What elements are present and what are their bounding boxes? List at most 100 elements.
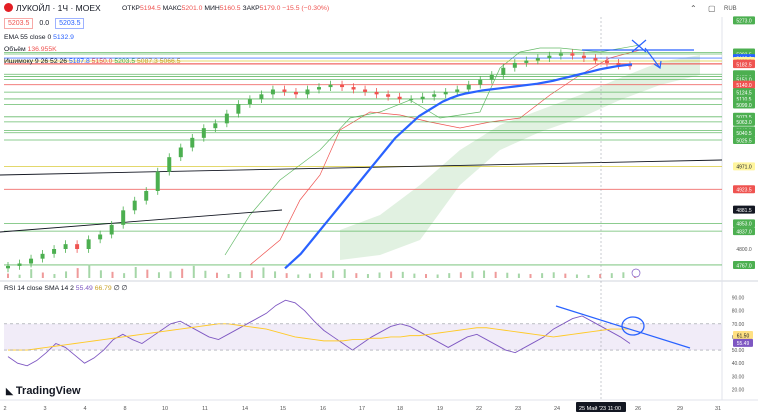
candle-body [558, 53, 563, 56]
candle-body [132, 200, 137, 211]
chevron-up-icon[interactable]: ⌃ [690, 4, 697, 13]
time-tick: 11 [202, 406, 208, 412]
volume-bar [134, 267, 137, 278]
candle-body [213, 123, 218, 129]
volume-bar [53, 274, 56, 278]
rsi-label: 61.50 [737, 333, 750, 339]
volume-bar [529, 274, 532, 278]
candle-body [397, 96, 402, 100]
rsi-tick: 80.00 [732, 309, 745, 315]
candle-body [98, 234, 103, 240]
candle-body [374, 91, 379, 95]
candle-body [29, 258, 34, 264]
tradingview-logo[interactable]: ◣ TradingView [6, 385, 81, 397]
sell-price[interactable]: 5203.5 [4, 18, 34, 29]
volume-legend[interactable]: Объём 136.955K [4, 46, 57, 53]
volume-bar [575, 274, 578, 278]
candle-body [489, 75, 494, 80]
axes: 5273.05206.55203.55195.05189.05183.55182… [3, 16, 755, 412]
volume-bar [227, 274, 230, 278]
rsi-tick: 20.00 [732, 387, 745, 393]
symbol-title[interactable]: ЛУКОЙЛ · 1Ч · MOEX [4, 3, 101, 13]
candle-body [178, 147, 183, 158]
time-tick: 29 [677, 406, 683, 412]
volume-bar [18, 274, 21, 278]
price-label-bg [733, 100, 755, 109]
candle-body [259, 94, 264, 100]
volume-bar [285, 273, 288, 278]
candle-body [75, 244, 80, 249]
crosshair-time-bg [576, 402, 626, 412]
time-tick: 15 [280, 406, 286, 412]
volume-bar [76, 268, 79, 278]
volume-bar [541, 273, 544, 278]
price-label-bg [733, 80, 755, 89]
volume-bar [262, 267, 265, 278]
tradingview-mark-icon: ◣ [6, 386, 13, 396]
time-tick: 17 [359, 406, 365, 412]
volume-bar [65, 271, 68, 278]
price-label-bg [733, 16, 755, 25]
volume-bar [552, 272, 555, 278]
rsi-tick: 70.00 [732, 322, 745, 328]
rsi-legend[interactable]: RSI 14 close SMA 14 2 55.49 66.79 ∅ ∅ [4, 285, 128, 292]
candle-body [109, 224, 114, 235]
volume-bar [123, 273, 126, 278]
header-bar: ЛУКОЙЛ · 1Ч · MOEX ОТКР5194.5 МАКС5201.0… [0, 0, 758, 16]
rsi-tick: 90.00 [732, 296, 745, 302]
time-tick: 22 [476, 406, 482, 412]
spread-value: 0.0 [39, 20, 50, 27]
currency-label[interactable]: RUB [724, 6, 737, 12]
trend-line [0, 159, 723, 176]
price-label: 5040.5 [736, 131, 752, 137]
volume-bar [41, 272, 44, 278]
volume-bar [88, 264, 91, 278]
price-label: 4853.0 [736, 222, 752, 228]
candle-body [6, 265, 10, 269]
ema-legend[interactable]: EMA 55 close 0 5132.9 [4, 34, 74, 41]
candle-body [155, 171, 160, 191]
volume-bar [436, 274, 439, 278]
volume-bar [506, 272, 509, 278]
candle-body [63, 244, 68, 249]
price-label-bg [733, 185, 755, 194]
rsi-label-bg [733, 338, 753, 347]
volume-bar [459, 272, 462, 278]
volume-bar [401, 271, 404, 278]
volume-bar [610, 273, 613, 278]
candle-body [270, 89, 275, 95]
buy-price[interactable]: 5203.5 [55, 18, 85, 29]
bid-ask-row: 5203.5 0.0 5203.5 [4, 18, 88, 29]
price-label: 5025.5 [736, 138, 752, 144]
candle-body [443, 91, 448, 95]
candle-body [409, 99, 414, 101]
price-label: 5182.5 [736, 62, 752, 68]
price-label: 4881.5 [736, 208, 752, 214]
candle-body [167, 157, 172, 172]
ichimoku-legend[interactable]: Ишимоку 9 26 52 26 5187.8 5150.0 5203.5 … [4, 58, 181, 65]
price-label: 5063.0 [736, 120, 752, 126]
volume-bar [274, 271, 277, 278]
trend-lines [0, 159, 723, 233]
volume-bar [494, 271, 497, 278]
maximize-icon[interactable]: ▢ [708, 4, 716, 13]
time-tick: 14 [242, 406, 248, 412]
candle-body [86, 239, 91, 249]
price-label: 5110.5 [737, 97, 752, 103]
volume-bar [517, 273, 520, 278]
price-label: 5099.0 [736, 103, 752, 109]
volume-bar [99, 270, 102, 278]
rsi-trendline [555, 305, 691, 349]
volume-bar [181, 268, 184, 278]
candle-body [52, 249, 57, 254]
time-tick: 2 [3, 406, 6, 412]
candle-body [282, 89, 287, 92]
volume-bar [355, 273, 358, 278]
candle-body [40, 253, 45, 259]
candle-body [432, 94, 437, 97]
horizontal-levels [4, 52, 722, 266]
volume-bar [320, 272, 323, 278]
price-label: 4923.5 [736, 188, 752, 194]
rsi-tick: 40.00 [732, 361, 745, 367]
